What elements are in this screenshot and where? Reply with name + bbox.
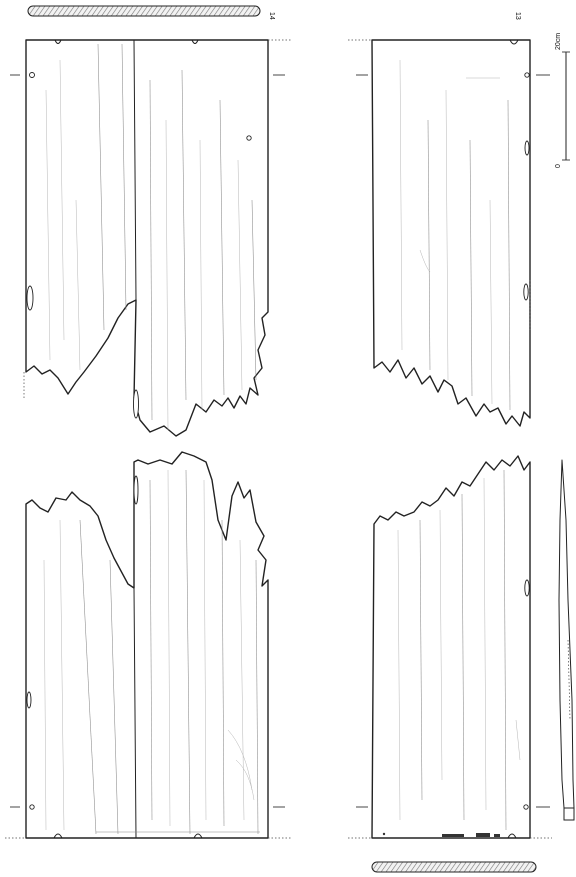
plank-14-upper-grain xyxy=(45,43,257,431)
plank-14-lower-knot xyxy=(26,691,32,709)
plank-13-upper-hole xyxy=(524,72,530,78)
plank-13: 13 xyxy=(348,12,575,873)
scale-bar: 0 20cm xyxy=(555,33,570,168)
plank-13-side-profile xyxy=(558,459,575,809)
plank-14-number: 14 xyxy=(268,12,275,20)
plank-13-lower-outline xyxy=(371,455,531,839)
plank-13-side-profile-end xyxy=(563,807,575,821)
plank-13-upper-grain xyxy=(399,59,511,411)
plank-13-lower-grain xyxy=(397,469,521,831)
scale-bar-max-label: 20cm xyxy=(555,33,562,50)
plank-14-upper-edge-mark xyxy=(133,389,139,419)
plank-14-upper-hole-right xyxy=(246,135,252,141)
plank-14-upper-hole-left xyxy=(29,72,35,78)
plank-13-lower-burn-marks xyxy=(382,832,500,837)
plank-13-lower-knot xyxy=(524,579,530,597)
plank-13-number: 13 xyxy=(514,12,521,20)
plank-14-lower-seam xyxy=(133,587,137,839)
plank-14-lower-edge-mark xyxy=(133,475,139,505)
plank-13-upper-knot-2 xyxy=(523,283,529,301)
scale-bar-min-label: 0 xyxy=(555,164,562,168)
plank-13-upper-knot-1 xyxy=(524,140,530,156)
plank-14-upper-outline xyxy=(25,39,269,437)
plank-14-lower-outline xyxy=(25,451,269,839)
plank-13-upper-outline xyxy=(371,39,531,427)
plank-13-lower-hole xyxy=(523,804,529,810)
plank-14-upper-seam xyxy=(133,39,137,301)
plank-14-lower-grain xyxy=(43,469,259,835)
plank-14-upper-knot xyxy=(26,285,34,311)
plank-13-cross-section xyxy=(371,861,537,873)
plank-14: 14 xyxy=(4,5,292,839)
plank-14-cross-section xyxy=(27,5,261,17)
plank-14-lower-hole-left xyxy=(29,804,35,810)
